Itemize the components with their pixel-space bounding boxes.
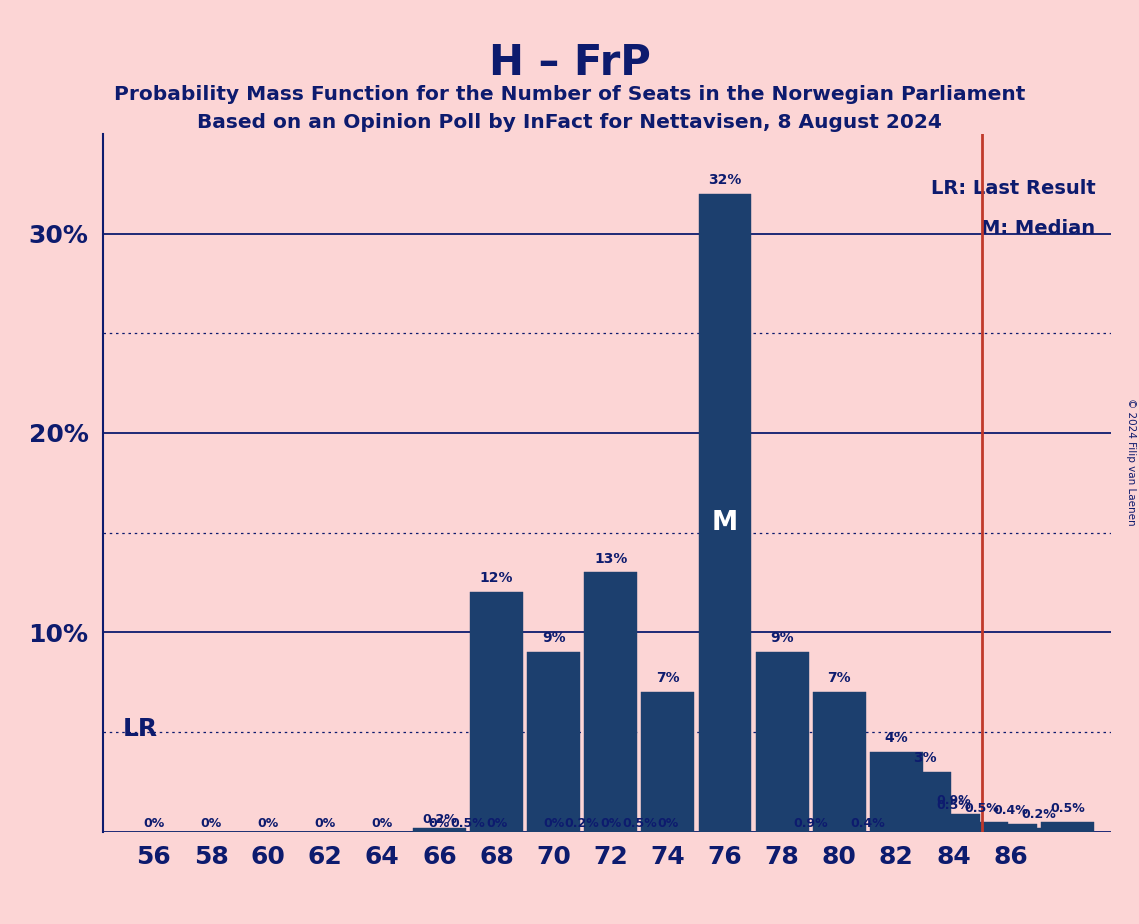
Text: H – FrP: H – FrP	[489, 42, 650, 83]
Text: 0.2%: 0.2%	[1022, 808, 1057, 821]
Text: 0.5%: 0.5%	[622, 817, 657, 830]
Text: 0%: 0%	[543, 817, 564, 830]
Text: 0.2%: 0.2%	[565, 817, 599, 830]
Text: 0.9%: 0.9%	[794, 817, 828, 830]
Text: 9%: 9%	[542, 631, 565, 645]
Text: © 2024 Filip van Laenen: © 2024 Filip van Laenen	[1126, 398, 1136, 526]
Bar	[413, 828, 466, 832]
Text: 0.5%: 0.5%	[1050, 802, 1085, 815]
Text: M: Median: M: Median	[982, 219, 1096, 238]
Bar	[1041, 821, 1095, 832]
Bar	[956, 821, 1008, 832]
Text: 0%: 0%	[314, 817, 336, 830]
Bar	[984, 823, 1036, 832]
Text: LR: Last Result: LR: Last Result	[931, 179, 1096, 199]
Bar	[899, 772, 951, 832]
Text: Based on an Opinion Poll by InFact for Nettavisen, 8 August 2024: Based on an Opinion Poll by InFact for N…	[197, 113, 942, 132]
Bar	[470, 592, 523, 832]
Text: 0%: 0%	[200, 817, 222, 830]
Bar	[927, 814, 980, 832]
Bar	[755, 652, 809, 832]
Text: 0.5%: 0.5%	[965, 802, 999, 815]
Text: 13%: 13%	[595, 552, 628, 565]
Text: 4%: 4%	[885, 731, 908, 745]
Text: 7%: 7%	[656, 671, 680, 685]
Text: 0.9%: 0.9%	[936, 794, 970, 807]
Text: 0.4%: 0.4%	[993, 804, 1029, 817]
Text: 0%: 0%	[144, 817, 164, 830]
Text: LR: LR	[123, 717, 158, 741]
Text: 0%: 0%	[486, 817, 507, 830]
Bar	[870, 752, 923, 832]
Bar	[584, 573, 637, 832]
Text: Probability Mass Function for the Number of Seats in the Norwegian Parliament: Probability Mass Function for the Number…	[114, 85, 1025, 104]
Text: 0.2%: 0.2%	[423, 812, 457, 826]
Text: 0%: 0%	[257, 817, 279, 830]
Bar	[641, 692, 695, 832]
Text: 32%: 32%	[708, 173, 741, 187]
Bar	[1013, 828, 1066, 832]
Text: 0%: 0%	[657, 817, 679, 830]
Bar	[527, 652, 580, 832]
Text: 0.5%: 0.5%	[936, 798, 970, 811]
Text: M: M	[712, 510, 738, 536]
Text: 7%: 7%	[827, 671, 851, 685]
Text: 3%: 3%	[913, 751, 936, 765]
Bar	[698, 194, 752, 832]
Text: 0%: 0%	[371, 817, 393, 830]
Text: 0%: 0%	[429, 817, 450, 830]
Text: 0.5%: 0.5%	[451, 817, 485, 830]
Text: 0%: 0%	[600, 817, 622, 830]
Text: 12%: 12%	[480, 571, 514, 586]
Text: 9%: 9%	[770, 631, 794, 645]
Text: 0.4%: 0.4%	[851, 817, 885, 830]
Bar	[813, 692, 866, 832]
